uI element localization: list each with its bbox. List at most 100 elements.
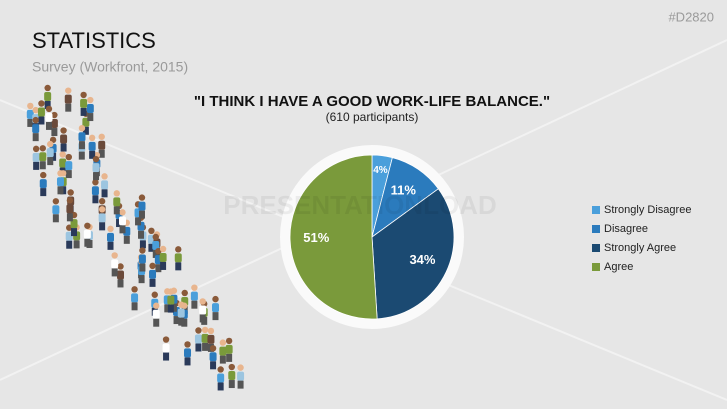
person-head — [191, 284, 198, 291]
person — [60, 127, 68, 152]
person-body — [78, 132, 86, 142]
person-body — [56, 177, 64, 187]
person-head — [60, 127, 67, 134]
person-legs — [119, 225, 126, 234]
person — [39, 171, 47, 197]
person-body — [45, 112, 53, 122]
person-legs — [217, 382, 224, 391]
person-legs — [164, 304, 171, 313]
person-legs — [101, 189, 108, 198]
person-legs — [60, 143, 67, 152]
person-legs — [202, 342, 209, 351]
person-legs — [160, 261, 167, 270]
person-body — [65, 231, 73, 241]
person — [66, 197, 74, 222]
person-body — [201, 333, 209, 343]
person — [45, 105, 53, 130]
person-legs — [80, 107, 87, 116]
person-head — [39, 145, 46, 152]
person-legs — [40, 188, 47, 197]
person — [83, 222, 91, 247]
person-head — [32, 145, 40, 153]
person-legs — [45, 121, 52, 130]
person-body — [39, 152, 47, 162]
people-illustration — [26, 84, 245, 391]
person-legs — [78, 151, 85, 160]
person-legs — [131, 302, 138, 311]
person-head — [87, 96, 94, 104]
person-legs — [89, 150, 96, 159]
legend: Strongly Disagree Disagree Strongly Agree A… — [592, 204, 691, 273]
person-head — [51, 111, 58, 119]
person-head — [84, 222, 91, 229]
person-legs — [71, 228, 78, 237]
pie-slice — [371, 188, 455, 320]
person — [209, 345, 217, 370]
person — [98, 133, 106, 158]
person-body — [65, 161, 73, 171]
person-body — [152, 240, 160, 250]
person-head — [92, 179, 99, 186]
person-legs — [39, 161, 46, 170]
person-body — [80, 98, 88, 108]
person-body — [149, 269, 157, 279]
person-head — [67, 189, 74, 196]
legend-swatch — [592, 244, 600, 252]
person-head — [181, 289, 188, 297]
person-head — [151, 291, 158, 298]
person-head — [80, 91, 87, 99]
person-legs — [98, 149, 105, 158]
person-head — [78, 124, 86, 132]
person-head — [149, 262, 156, 270]
person-head — [98, 206, 106, 213]
person-body — [88, 141, 96, 151]
person-legs — [92, 195, 99, 204]
person — [101, 173, 109, 198]
person-legs — [138, 275, 145, 284]
person-head — [65, 153, 72, 161]
person — [177, 301, 185, 326]
person — [190, 284, 198, 309]
person-body — [52, 205, 60, 215]
person-head — [195, 327, 202, 334]
person-body — [101, 180, 109, 190]
person-body — [44, 91, 52, 101]
person — [56, 170, 64, 195]
person-head — [65, 87, 72, 94]
person-legs — [228, 380, 235, 389]
person-legs — [212, 312, 219, 321]
person-legs — [152, 249, 159, 258]
person-legs — [226, 353, 233, 362]
person-legs — [178, 317, 185, 326]
person — [80, 91, 88, 116]
legend-swatch — [592, 206, 600, 214]
person-legs — [78, 141, 85, 150]
person-legs — [57, 186, 64, 195]
person-legs — [117, 279, 124, 288]
person-head — [92, 155, 100, 163]
person — [212, 295, 220, 321]
person-legs — [173, 316, 180, 325]
slide-subtitle: Survey (Workfront, 2015) — [32, 59, 188, 75]
person-head — [217, 366, 224, 373]
person-body — [37, 107, 45, 117]
person-legs — [138, 210, 145, 219]
person — [92, 155, 100, 181]
person — [118, 209, 126, 234]
legend-label: Disagree — [604, 223, 648, 235]
person-head — [38, 100, 45, 107]
person-body — [167, 295, 175, 305]
person-legs — [138, 230, 145, 239]
person — [37, 100, 45, 125]
person-body — [32, 152, 40, 162]
person-legs — [82, 126, 89, 135]
person-head — [139, 247, 146, 254]
person-legs — [44, 100, 51, 109]
person-head — [148, 227, 155, 235]
person-head — [32, 106, 39, 114]
person-head — [66, 197, 74, 204]
person-body — [64, 94, 72, 104]
person-legs — [219, 355, 226, 364]
person-head — [111, 252, 118, 259]
